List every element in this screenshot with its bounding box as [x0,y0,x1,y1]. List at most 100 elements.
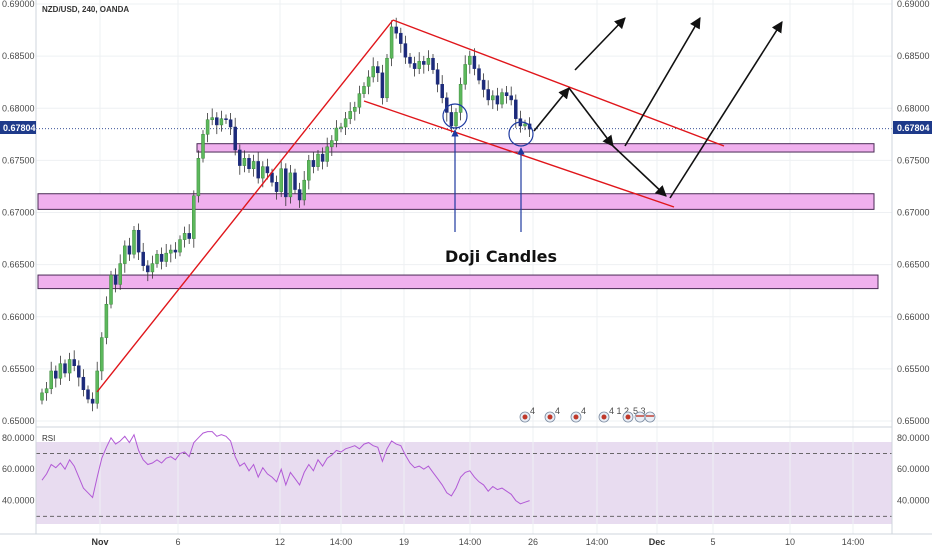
candle-body [408,56,412,64]
time-tick: 14:00 [330,537,353,547]
symbol-title: NZD/USD, 240, OANDA [42,5,129,14]
time-tick: 5 [710,537,715,547]
candle-body [155,253,159,264]
candle-body [297,189,302,201]
candle-body [233,126,237,151]
forecast-arrow[interactable] [624,17,701,147]
candle-body [417,61,421,69]
forecast-arrow[interactable] [568,87,614,147]
forecast-arrow[interactable] [669,21,783,199]
trend-drawings [96,17,783,393]
flag-dot [625,414,631,420]
last-price-left-label: 0.67804 [3,123,36,133]
price-tick-left: 0.65500 [2,364,35,374]
event-badge[interactable]: 4 [544,406,560,423]
price-tick-left: 0.66500 [2,260,35,270]
candle-body [514,99,518,119]
candle-body [242,158,247,166]
candle-body [284,168,288,198]
candle-body [109,274,113,305]
candle-body [251,161,256,169]
candle-body [113,274,118,285]
rsi-axis[interactable]: 80.0000 80.0000 60.0000 60.0000 40.0000 40.00… [2,433,930,506]
candle-body [491,95,495,101]
time-tick: 6 [175,537,180,547]
candle-body [422,61,426,65]
time-tick: 14:00 [842,537,865,547]
candle-body [274,182,279,192]
candle-body [127,245,132,255]
event-badge[interactable]: 4 1 2 [598,406,629,423]
resistance-zone[interactable] [37,274,879,290]
doji-circle[interactable] [508,121,534,147]
candle-body [330,140,334,148]
event-badge[interactable] [644,411,656,423]
price-tick-right: 0.69000 [897,0,930,9]
event-badge[interactable]: 4 [570,406,586,423]
candle-body [504,92,509,96]
candle-body [104,303,109,338]
flag-dot [573,414,579,420]
time-tick: 10 [785,537,795,547]
candle-body [320,153,325,162]
resistance-zone[interactable] [37,193,875,210]
time-axis[interactable]: Nov 6 12 14:00 19 14:00 26 14:00 Dec 5 10 14:00 [91,537,864,547]
price-tick-right: 0.67000 [897,208,930,218]
price-tick-left: 0.65000 [2,416,35,426]
resistance-zone[interactable] [196,143,875,153]
candle-body [357,93,362,108]
price-axis-right[interactable]: 0.69000 0.68500 0.68000 0.67500 0.67000 0.665… [897,0,930,426]
candle-body [159,253,164,262]
rsi-series [36,431,892,517]
candle-body [54,370,58,379]
candle-body [81,376,86,390]
candle-body [458,84,463,113]
candle-body [399,32,403,44]
rsi-title: RSI [42,434,55,443]
candle-body [385,57,389,99]
last-price-right-label: 0.67804 [897,123,930,133]
candle-body [445,97,449,113]
candle-body [187,233,191,239]
rsi-band [36,442,892,524]
time-tick: 14:00 [586,537,609,547]
forecast-arrow[interactable] [574,17,626,71]
candle-body [100,337,104,372]
candle-body [403,43,408,58]
candle-body [293,172,297,190]
candle-body [44,388,49,394]
candle-body [219,118,224,126]
candle-body [362,86,366,94]
candle-body [238,149,242,166]
candle-body [334,127,339,141]
uptrend-line[interactable] [96,19,394,393]
candle-body [90,398,95,404]
rsi-tick-left: 40.0000 [2,496,35,506]
candle-body [440,84,444,99]
last-price-left: 0.67804 [0,121,36,134]
candle-body [380,72,385,99]
event-badge[interactable] [634,411,646,423]
event-badges[interactable]: 4 4 4 4 1 2 5 3 [519,406,656,423]
flag-icon [644,411,656,423]
candle-body [366,76,371,87]
candle-body [164,252,168,262]
candle-body [376,66,380,74]
channel-upper-line[interactable] [392,19,725,147]
candle-body [247,158,251,169]
candle-body [435,69,440,85]
event-badge[interactable]: 4 [519,406,535,423]
candle-body [228,119,233,128]
price-axis-left[interactable]: 0.69000 0.68500 0.68000 0.67500 0.67000 0.665… [2,0,35,426]
forecast-arrow[interactable] [612,145,667,197]
candle-body [463,64,467,85]
candle-body [426,57,431,65]
event-badge[interactable]: 5 3 [622,406,646,423]
forecast-arrow[interactable] [533,87,570,132]
candle-body [173,249,178,253]
candle-body [224,118,228,120]
candle-body [265,166,270,174]
doji-circle[interactable] [442,103,468,129]
